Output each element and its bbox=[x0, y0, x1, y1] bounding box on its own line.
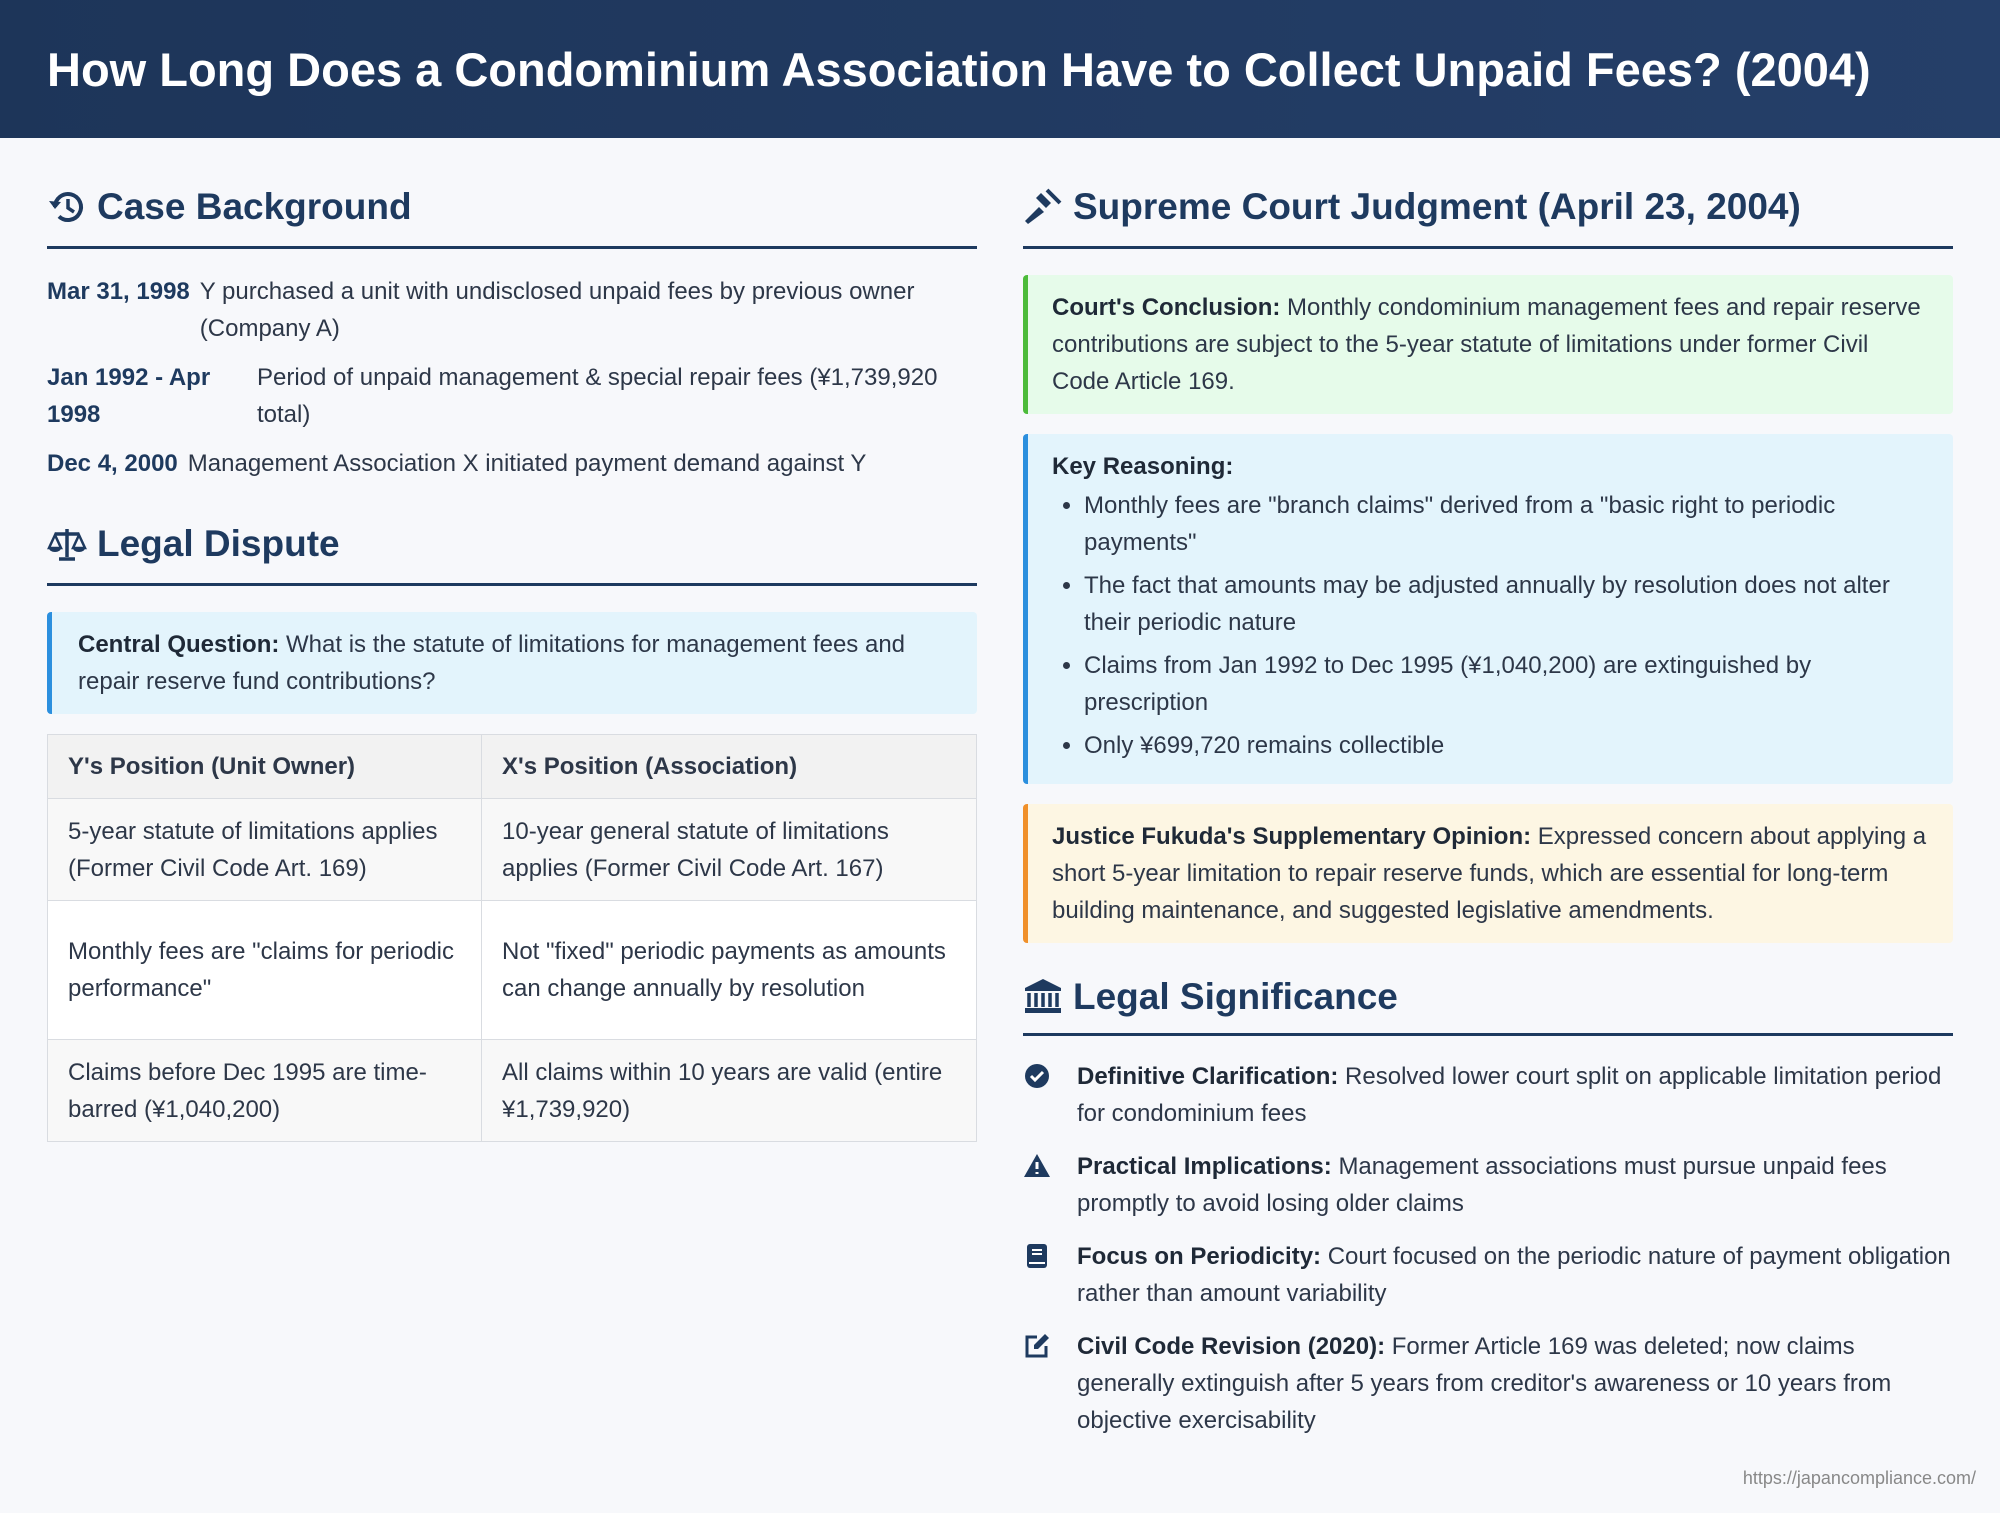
timeline-item: Mar 31, 1998 Y purchased a unit with undi… bbox=[47, 273, 977, 347]
significance-item: Practical Implications: Management assoc… bbox=[1023, 1148, 1953, 1222]
opinion-box: Justice Fukuda's Supplementary Opinion: … bbox=[1023, 804, 1953, 943]
opinion-label: Justice Fukuda's Supplementary Opinion: bbox=[1052, 823, 1532, 850]
reasoning-box: Key Reasoning: Monthly fees are "branch … bbox=[1023, 434, 1953, 784]
book-icon bbox=[1027, 1244, 1047, 1268]
significance-item: Definitive Clarification: Resolved lower… bbox=[1023, 1058, 1953, 1132]
timeline-date: Jan 1992 - Apr 1998 bbox=[47, 364, 211, 428]
question-text: What is the statute of limitations for m… bbox=[78, 631, 906, 695]
table-row: 5-year statute of limitations applies (F… bbox=[47, 798, 977, 901]
heading-text: Supreme Court Judgment (April 23, 2004) bbox=[1073, 186, 1801, 227]
conclusion-box: Court's Conclusion: Monthly condominium … bbox=[1023, 275, 1953, 414]
section-heading: Supreme Court Judgment (April 23, 2004) bbox=[1023, 138, 1953, 249]
timeline-item: Dec 4, 2000 Management Association X init… bbox=[47, 445, 977, 482]
reasoning-item: Claims from Jan 1992 to Dec 1995 (¥1,040… bbox=[1084, 647, 1929, 721]
table-cell: 10-year general statute of limitations a… bbox=[481, 798, 977, 901]
reasoning-label: Key Reasoning: bbox=[1052, 453, 1234, 480]
timeline-item: Jan 1992 - Apr 1998 Period of unpaid mana… bbox=[47, 359, 977, 433]
table-cell: All claims within 10 years are valid (en… bbox=[481, 1039, 977, 1142]
section-heading: Legal Significance bbox=[1023, 943, 1953, 1036]
section-heading: Legal Dispute bbox=[47, 482, 977, 586]
edit-icon bbox=[1025, 1334, 1049, 1358]
item-label: Focus on Periodicity: bbox=[1077, 1243, 1322, 1270]
page-title: How Long Does a Condominium Association … bbox=[47, 42, 1871, 96]
timeline-text: Management Association X initiated payme… bbox=[187, 450, 867, 477]
reasoning-item: The fact that amounts may be adjusted an… bbox=[1084, 567, 1929, 641]
item-text: Court focused on the periodic nature of … bbox=[1077, 1243, 1951, 1307]
heading-text: Legal Dispute bbox=[97, 523, 340, 564]
column-header: Y's Position (Unit Owner) bbox=[47, 734, 482, 799]
heading-text: Case Background bbox=[97, 186, 412, 227]
significance-item: Focus on Periodicity: Court focused on t… bbox=[1023, 1238, 1953, 1312]
institution-icon bbox=[1025, 979, 1061, 1013]
table-row: Claims before Dec 1995 are time-barred (… bbox=[47, 1039, 977, 1142]
conclusion-label: Court's Conclusion: bbox=[1052, 294, 1281, 321]
question-box: Central Question: What is the statute of… bbox=[47, 612, 977, 714]
right-column: Supreme Court Judgment (April 23, 2004) … bbox=[1023, 138, 1953, 1439]
reasoning-list: Monthly fees are "branch claims" derived… bbox=[1052, 487, 1929, 764]
significance-item: Civil Code Revision (2020): Former Artic… bbox=[1023, 1328, 1953, 1439]
reasoning-item: Only ¥699,720 remains collectible bbox=[1084, 727, 1929, 764]
gavel-icon bbox=[1025, 188, 1062, 224]
item-text: Management associations must pursue unpa… bbox=[1077, 1153, 1887, 1217]
warning-icon bbox=[1024, 1154, 1050, 1177]
table-row: Monthly fees are "claims for periodic pe… bbox=[47, 900, 977, 1040]
column-header: X's Position (Association) bbox=[481, 734, 977, 799]
header: How Long Does a Condominium Association … bbox=[0, 0, 2000, 138]
item-label: Civil Code Revision (2020): bbox=[1077, 1333, 1386, 1360]
timeline-date: Dec 4, 2000 bbox=[47, 450, 178, 477]
item-label: Definitive Clarification: bbox=[1077, 1063, 1339, 1090]
scale-icon bbox=[47, 528, 87, 561]
item-text: Resolved lower court split on applicable… bbox=[1077, 1063, 1942, 1127]
table-header: Y's Position (Unit Owner) X's Position (A… bbox=[47, 734, 977, 799]
timeline-date: Mar 31, 1998 bbox=[47, 278, 190, 305]
opinion-text: Expressed concern about applying a short… bbox=[1052, 823, 1927, 924]
conclusion-text: Monthly condominium management fees and … bbox=[1052, 294, 1921, 395]
item-text: Former Article 169 was deleted; now clai… bbox=[1077, 1333, 1892, 1434]
question-label: Central Question: bbox=[78, 631, 280, 658]
check-icon bbox=[1025, 1064, 1049, 1088]
item-label: Practical Implications: bbox=[1077, 1153, 1332, 1180]
table-cell: Monthly fees are "claims for periodic pe… bbox=[47, 900, 482, 1040]
timeline-text: Y purchased a unit with undisclosed unpa… bbox=[199, 278, 915, 342]
timeline-text: Period of unpaid management & special re… bbox=[257, 364, 938, 428]
section-heading: Case Background bbox=[47, 138, 977, 249]
left-column: Case Background Mar 31, 1998 Y purchased … bbox=[47, 138, 977, 1142]
positions-table: Y's Position (Unit Owner) X's Position (A… bbox=[47, 734, 977, 1142]
reasoning-item: Monthly fees are "branch claims" derived… bbox=[1084, 487, 1929, 561]
history-icon bbox=[49, 191, 83, 222]
table-cell: 5-year statute of limitations applies (F… bbox=[47, 798, 482, 901]
table-cell: Not "fixed" periodic payments as amounts… bbox=[481, 900, 977, 1040]
heading-text: Legal Significance bbox=[1073, 975, 1398, 1017]
footer-url: https://japancompliance.com/ bbox=[1742, 1468, 1976, 1488]
table-cell: Claims before Dec 1995 are time-barred (… bbox=[47, 1039, 482, 1142]
